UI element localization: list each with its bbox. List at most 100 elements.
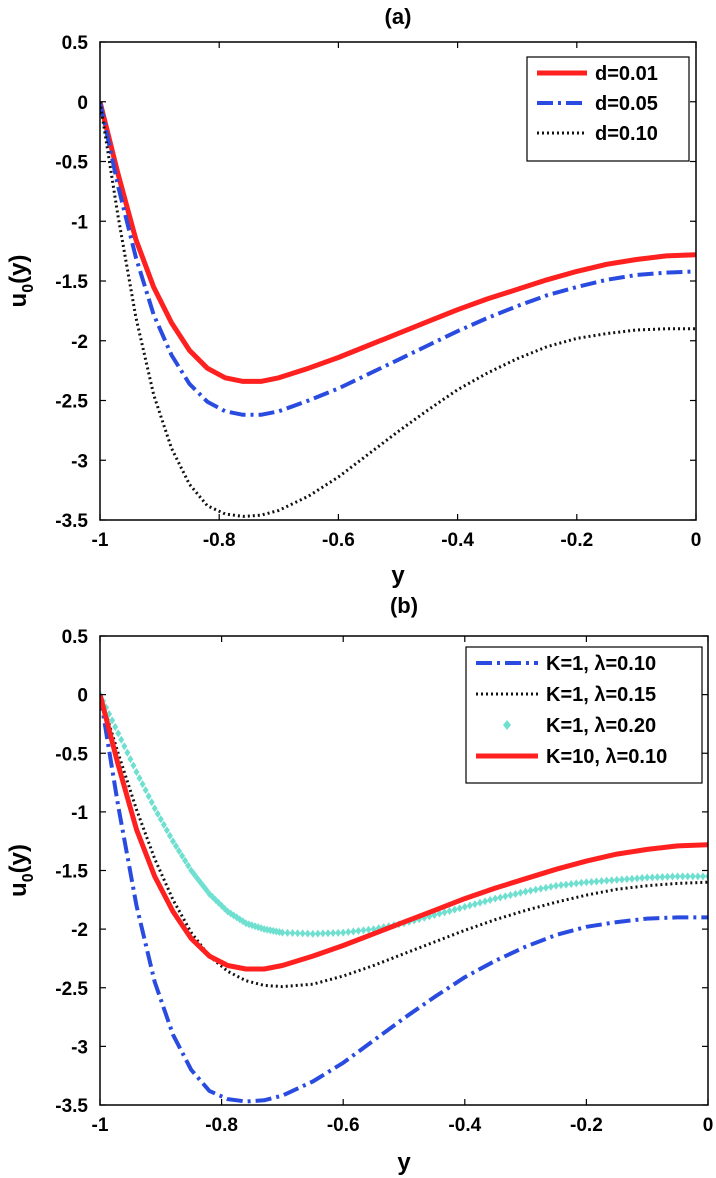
data-point [649, 873, 656, 882]
data-point [252, 922, 259, 931]
data-point [644, 873, 651, 882]
data-point [160, 820, 167, 829]
data-point [109, 716, 116, 725]
data-point [330, 929, 337, 938]
legend-label: d=0.10 [595, 123, 658, 145]
data-point [355, 926, 362, 935]
data-point [487, 896, 494, 905]
x-axis-label: y [391, 562, 405, 589]
y-tick-label: -1 [71, 803, 88, 824]
data-point [477, 898, 483, 907]
data-point [176, 846, 183, 855]
x-tick-label: 0 [703, 1115, 714, 1136]
data-point [179, 851, 186, 860]
data-point [115, 729, 122, 738]
legend: d=0.01 d=0.05 d=0.10 [526, 56, 690, 162]
data-point [608, 876, 615, 885]
legend-label: K=1, λ=0.20 [546, 715, 656, 737]
series-0-1 [100, 101, 696, 417]
y-tick-label: -0.5 [55, 153, 88, 174]
data-point [482, 897, 489, 906]
data-point [623, 875, 630, 884]
series-line [100, 101, 696, 518]
y-tick-label: -1.5 [55, 272, 88, 293]
series-0-0 [100, 101, 696, 384]
data-point [451, 905, 458, 914]
data-point [664, 872, 671, 881]
y-tick-label: -2.5 [55, 979, 88, 1000]
data-point [537, 884, 544, 893]
data-point [154, 809, 161, 818]
y-axis-label-sub: 0 [20, 873, 37, 882]
data-point [598, 877, 605, 886]
series-1-2 [100, 690, 708, 938]
data-point [350, 927, 357, 936]
data-point [314, 929, 321, 938]
legend-marker [503, 720, 511, 730]
y-tick-label: 0.5 [62, 33, 89, 54]
y-axis-label-rest: (y) [5, 255, 32, 284]
data-point [124, 748, 131, 757]
x-tick-label: -0.4 [441, 530, 474, 551]
data-point [294, 929, 301, 938]
data-point [304, 929, 311, 938]
data-point [629, 874, 635, 883]
x-tick-label: -0.2 [570, 1115, 603, 1136]
data-point [563, 880, 570, 889]
data-point [553, 881, 559, 890]
data-point [522, 887, 529, 896]
data-point [340, 928, 347, 937]
data-point [532, 885, 539, 894]
x-tick-label: -1 [92, 530, 109, 551]
data-point [456, 904, 463, 913]
data-point [654, 873, 661, 882]
y-axis-label: u0(y) [5, 255, 37, 308]
x-tick-label: -0.4 [448, 1115, 481, 1136]
data-point [593, 877, 600, 886]
y-axis-label-main: u [5, 882, 32, 897]
x-tick-label: -0.8 [203, 530, 236, 551]
legend: K=1, λ=0.10 K=1, λ=0.15 K=1, λ=0.20 K=10, λ… [465, 646, 703, 784]
data-point [502, 892, 509, 901]
data-point [148, 798, 155, 807]
data-point [669, 872, 676, 881]
data-point [446, 906, 453, 915]
legend-box [465, 646, 703, 784]
y-axis-label-rest: (y) [5, 844, 32, 873]
series-1-3 [100, 693, 708, 972]
data-point [166, 831, 173, 840]
y-axis-label: u0(y) [5, 844, 37, 897]
data-point [157, 815, 164, 824]
legend-label: d=0.01 [595, 63, 658, 85]
data-point [145, 792, 152, 801]
y-tick-label: 0.5 [62, 627, 89, 648]
series-1-1 [100, 694, 708, 989]
data-point [578, 878, 585, 887]
data-point [466, 901, 473, 910]
data-point [112, 722, 119, 731]
data-point [133, 768, 140, 777]
data-point [568, 879, 575, 888]
chart-panel-b: (b) -1 -0.8 -0.6 -0.4 -0.2 0 0.5 0 -0.5 -1 -1.5 -2 -2… [5, 593, 713, 1176]
data-point [471, 900, 478, 909]
data-point [694, 872, 701, 881]
y-tick-label: -3.5 [55, 1096, 88, 1117]
series-0-2 [100, 101, 696, 518]
data-point [689, 872, 696, 881]
chart-title: (a) [385, 4, 412, 29]
data-point [461, 902, 468, 911]
data-point [185, 861, 192, 870]
data-point [279, 928, 286, 937]
data-point [527, 886, 534, 895]
data-point [151, 804, 158, 813]
y-tick-label: -1.5 [55, 862, 88, 883]
data-point [173, 842, 179, 851]
data-point [613, 875, 620, 884]
data-point [674, 872, 681, 881]
legend-label: K=1, λ=0.15 [546, 684, 656, 706]
y-tick-label: -3 [71, 451, 88, 472]
data-point [182, 856, 189, 865]
data-point [309, 929, 316, 938]
y-tick-label: -0.5 [55, 744, 88, 765]
